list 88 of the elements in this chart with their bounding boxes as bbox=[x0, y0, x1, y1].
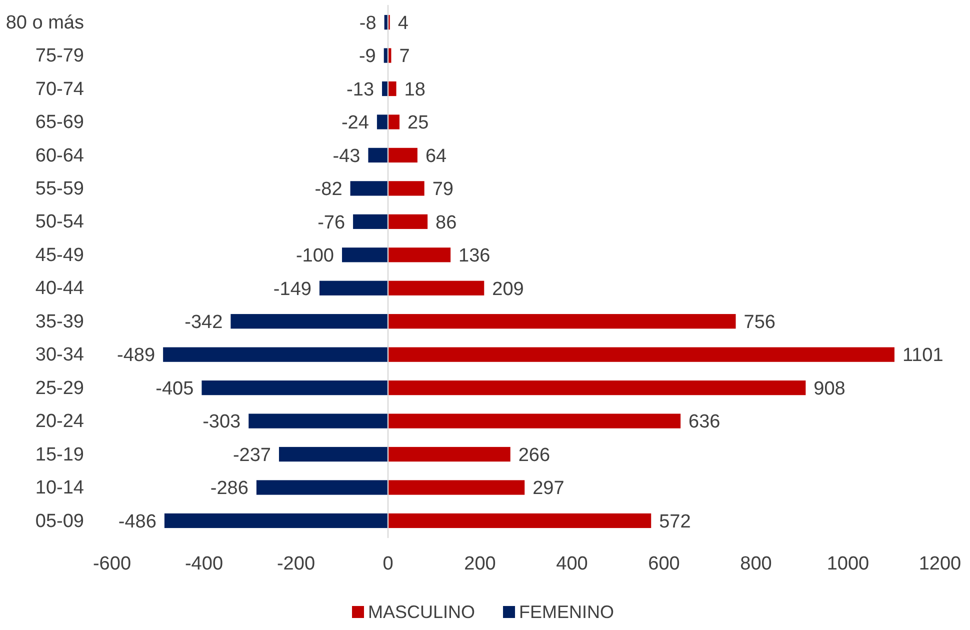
y-tick-label: 30-34 bbox=[35, 344, 84, 366]
x-tick-label: 1000 bbox=[826, 553, 870, 574]
bar bbox=[256, 480, 388, 495]
y-tick-label: 80 o más bbox=[6, 12, 84, 34]
data-label: -24 bbox=[341, 112, 370, 134]
bar bbox=[388, 114, 400, 130]
bar bbox=[388, 314, 736, 329]
y-tick-label: 45-49 bbox=[35, 244, 84, 266]
bar bbox=[388, 214, 428, 229]
bar bbox=[350, 181, 388, 196]
y-tick-label: 50-54 bbox=[35, 212, 84, 233]
bar bbox=[230, 314, 388, 329]
bar bbox=[388, 248, 451, 262]
y-tick-label: 25-29 bbox=[35, 378, 84, 399]
bar bbox=[164, 513, 388, 528]
bar bbox=[388, 446, 510, 462]
data-label: -405 bbox=[156, 378, 194, 400]
bar bbox=[388, 380, 806, 396]
y-tick-label: 35-39 bbox=[35, 311, 84, 332]
data-label: 908 bbox=[814, 378, 846, 400]
x-tick-label: 0 bbox=[382, 553, 394, 574]
bar bbox=[353, 214, 388, 229]
y-tick-label: 65-69 bbox=[35, 112, 84, 134]
bar bbox=[376, 114, 388, 130]
bar bbox=[388, 181, 424, 196]
bar bbox=[388, 347, 894, 362]
y-tick-label: 10-14 bbox=[35, 478, 84, 499]
data-label: 64 bbox=[425, 146, 448, 167]
bar bbox=[388, 513, 652, 528]
data-label: -100 bbox=[296, 246, 334, 267]
data-label: 79 bbox=[432, 179, 454, 200]
x-tick-label: -600 bbox=[92, 553, 132, 574]
data-label: -8 bbox=[359, 12, 376, 34]
legend-label: MASCULINO bbox=[368, 602, 476, 622]
bar bbox=[319, 280, 388, 296]
data-label: -303 bbox=[202, 412, 241, 433]
bar bbox=[382, 81, 388, 96]
bar bbox=[388, 280, 484, 296]
data-label: 636 bbox=[688, 412, 720, 433]
x-tick-label: 1200 bbox=[918, 553, 962, 574]
x-tick-label: 400 bbox=[556, 553, 588, 574]
y-tick-label: 70-74 bbox=[35, 78, 84, 100]
data-label: -237 bbox=[232, 444, 271, 466]
data-label: -9 bbox=[358, 46, 376, 68]
data-label: 18 bbox=[404, 79, 426, 100]
data-label: -13 bbox=[346, 79, 374, 100]
bar bbox=[368, 148, 388, 163]
y-tick-label: 60-64 bbox=[35, 145, 84, 166]
bar bbox=[388, 480, 525, 495]
bar bbox=[342, 248, 388, 262]
y-tick-label: 40-44 bbox=[35, 278, 84, 300]
data-label: 756 bbox=[744, 312, 776, 333]
bar bbox=[163, 347, 388, 362]
bar bbox=[388, 414, 681, 428]
x-tick-label: 600 bbox=[648, 553, 680, 574]
data-label: -342 bbox=[184, 312, 223, 333]
data-label: -486 bbox=[118, 511, 156, 532]
data-label: -489 bbox=[117, 345, 156, 366]
data-label: 297 bbox=[532, 478, 564, 500]
data-label: 7 bbox=[399, 46, 410, 68]
data-label: -286 bbox=[210, 478, 248, 500]
data-label: 209 bbox=[492, 278, 524, 300]
x-tick-label: 200 bbox=[464, 553, 496, 574]
y-tick-label: 15-19 bbox=[35, 444, 84, 466]
y-tick-label: 20-24 bbox=[35, 411, 84, 432]
bar bbox=[278, 446, 388, 462]
data-label: 4 bbox=[398, 12, 409, 34]
data-label: 86 bbox=[436, 212, 457, 234]
bar bbox=[248, 414, 388, 428]
y-tick-label: 75-79 bbox=[35, 46, 84, 67]
data-label: -43 bbox=[332, 146, 360, 167]
data-label: 136 bbox=[458, 246, 490, 267]
data-label: 1101 bbox=[902, 345, 944, 366]
data-label: -149 bbox=[273, 278, 312, 300]
bar bbox=[202, 380, 388, 396]
data-label: 266 bbox=[518, 444, 550, 466]
data-label: -76 bbox=[318, 212, 346, 234]
data-label: -82 bbox=[314, 179, 342, 200]
bar bbox=[388, 148, 418, 163]
data-label: 572 bbox=[659, 511, 691, 532]
x-tick-label: -200 bbox=[276, 553, 316, 574]
x-tick-label: 800 bbox=[740, 553, 772, 574]
bar bbox=[388, 81, 396, 96]
x-tick-label: -400 bbox=[184, 553, 224, 574]
legend-label: FEMENINO bbox=[519, 602, 614, 622]
y-tick-label: 05-09 bbox=[35, 510, 84, 532]
y-tick-label: 55-59 bbox=[35, 178, 84, 200]
data-label: 25 bbox=[408, 112, 429, 134]
